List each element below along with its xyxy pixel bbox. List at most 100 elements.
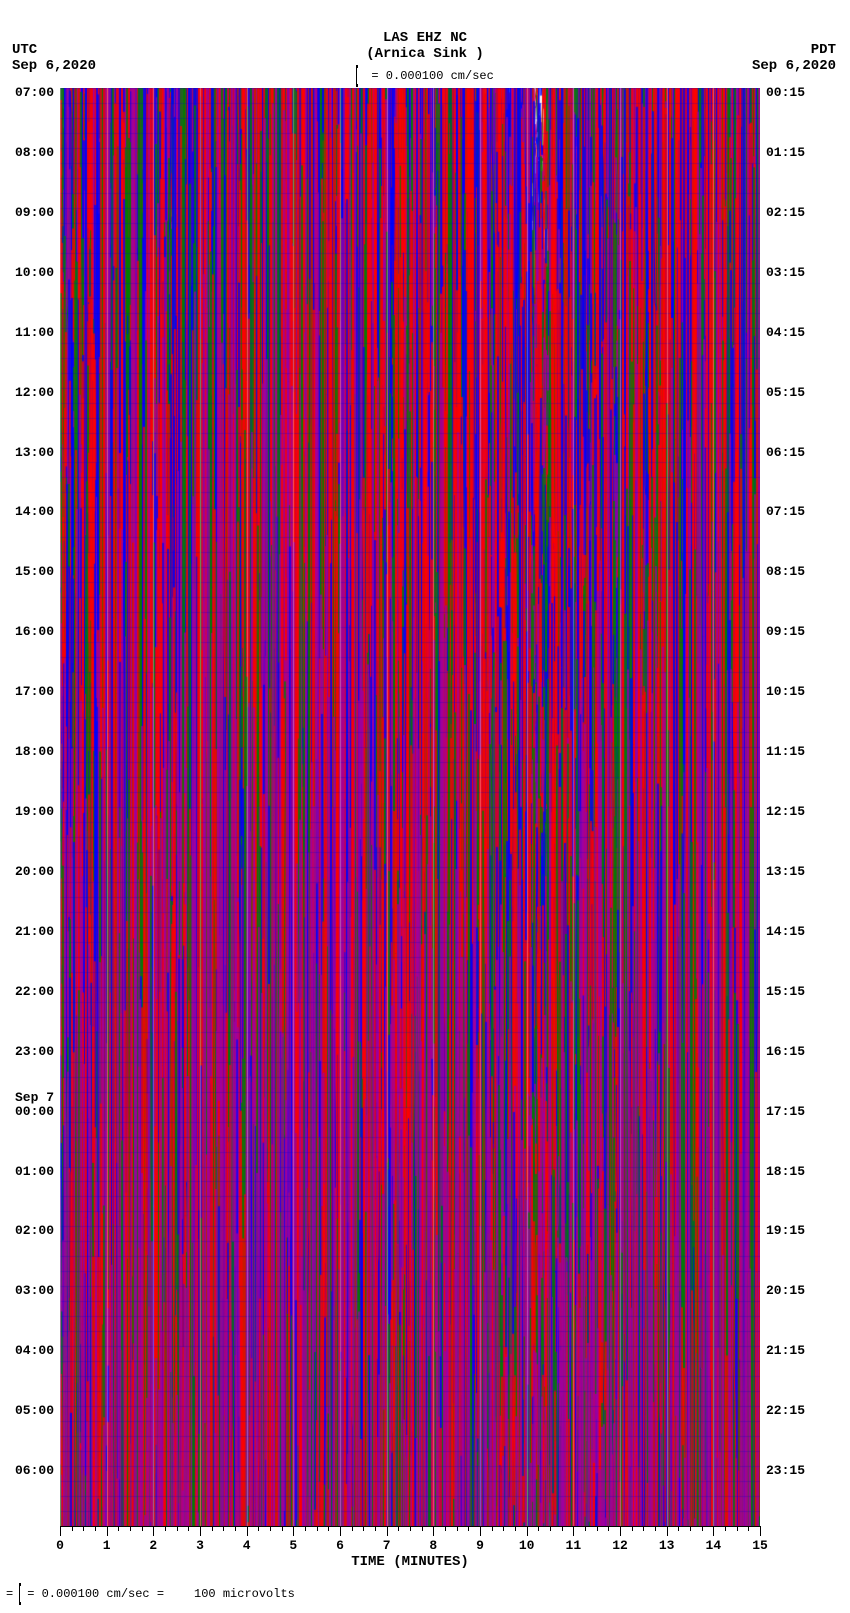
- pdt-row-label: 16:15: [766, 1045, 805, 1059]
- x-tick-minor: [748, 1526, 749, 1531]
- utc-row-label: 17:00: [15, 685, 54, 699]
- pdt-row-label: 03:15: [766, 266, 805, 280]
- x-tick-minor: [223, 1526, 224, 1531]
- scale-indicator: = 0.000100 cm/sec: [0, 65, 850, 87]
- x-tick-minor: [597, 1526, 598, 1531]
- x-tick-minor: [410, 1526, 411, 1531]
- pdt-row-label: 01:15: [766, 146, 805, 160]
- pdt-row-label: 15:15: [766, 985, 805, 999]
- utc-row-label: 19:00: [15, 805, 54, 819]
- pdt-row-label: 02:15: [766, 206, 805, 220]
- pdt-row-label: 05:15: [766, 386, 805, 400]
- x-tick-minor: [515, 1526, 516, 1531]
- x-tick-major: [247, 1526, 248, 1536]
- x-tick-minor: [72, 1526, 73, 1531]
- pdt-row-label: 21:15: [766, 1344, 805, 1358]
- utc-row-label: 13:00: [15, 446, 54, 460]
- utc-row-label: 11:00: [15, 326, 54, 340]
- helicorder-canvas: [60, 88, 760, 1526]
- x-tick-minor: [83, 1526, 84, 1531]
- x-tick-major: [60, 1526, 61, 1536]
- x-tick-minor: [550, 1526, 551, 1531]
- x-tick-minor: [632, 1526, 633, 1531]
- x-tick-minor: [270, 1526, 271, 1531]
- pdt-time-labels: 00:1501:1502:1503:1504:1505:1506:1507:15…: [762, 88, 842, 1526]
- x-tick-label: 13: [659, 1538, 675, 1553]
- x-tick-label: 6: [336, 1538, 344, 1553]
- x-tick-minor: [352, 1526, 353, 1531]
- utc-row-label: 16:00: [15, 625, 54, 639]
- x-tick-major: [620, 1526, 621, 1536]
- x-tick-minor: [702, 1526, 703, 1531]
- utc-row-label: 03:00: [15, 1284, 54, 1298]
- footer-scale: = = 0.000100 cm/sec = 100 microvolts: [6, 1583, 295, 1605]
- scale-text: = 0.000100 cm/sec: [371, 69, 493, 83]
- x-tick-label: 4: [243, 1538, 251, 1553]
- x-tick-minor: [643, 1526, 644, 1531]
- x-tick-minor: [177, 1526, 178, 1531]
- helicorder-plot: [60, 88, 760, 1526]
- pdt-row-label: 20:15: [766, 1284, 805, 1298]
- x-tick-major: [527, 1526, 528, 1536]
- x-tick-label: 5: [289, 1538, 297, 1553]
- x-tick-minor: [492, 1526, 493, 1531]
- x-tick-minor: [165, 1526, 166, 1531]
- footer-scale-bar-icon: [19, 1583, 21, 1605]
- x-tick-minor: [235, 1526, 236, 1531]
- x-tick-label: 3: [196, 1538, 204, 1553]
- x-tick-label: 10: [519, 1538, 535, 1553]
- x-tick-minor: [375, 1526, 376, 1531]
- utc-row-label: 09:00: [15, 206, 54, 220]
- utc-row-label: 20:00: [15, 865, 54, 879]
- x-tick-major: [200, 1526, 201, 1536]
- x-tick-minor: [212, 1526, 213, 1531]
- x-tick-label: 7: [383, 1538, 391, 1553]
- pdt-row-label: 06:15: [766, 446, 805, 460]
- x-tick-minor: [118, 1526, 119, 1531]
- utc-row-label: 22:00: [15, 985, 54, 999]
- x-axis-title: TIME (MINUTES): [60, 1554, 760, 1570]
- x-tick-label: 2: [149, 1538, 157, 1553]
- x-tick-major: [387, 1526, 388, 1536]
- utc-row-label: 23:00: [15, 1045, 54, 1059]
- pdt-row-label: 19:15: [766, 1224, 805, 1238]
- x-tick-minor: [142, 1526, 143, 1531]
- x-tick-minor: [655, 1526, 656, 1531]
- x-tick-minor: [678, 1526, 679, 1531]
- pdt-row-label: 12:15: [766, 805, 805, 819]
- x-tick-minor: [562, 1526, 563, 1531]
- x-tick-major: [573, 1526, 574, 1536]
- utc-row-label: 14:00: [15, 505, 54, 519]
- x-tick-minor: [608, 1526, 609, 1531]
- x-tick-minor: [282, 1526, 283, 1531]
- x-tick-minor: [538, 1526, 539, 1531]
- utc-row-label: 04:00: [15, 1344, 54, 1358]
- footer-text1: = 0.000100 cm/sec =: [27, 1587, 164, 1601]
- x-tick-minor: [422, 1526, 423, 1531]
- utc-row-label: 21:00: [15, 925, 54, 939]
- x-tick-minor: [305, 1526, 306, 1531]
- x-tick-label: 9: [476, 1538, 484, 1553]
- pdt-row-label: 09:15: [766, 625, 805, 639]
- x-tick-minor: [737, 1526, 738, 1531]
- pdt-row-label: 22:15: [766, 1404, 805, 1418]
- x-tick-label: 12: [612, 1538, 628, 1553]
- x-tick-major: [667, 1526, 668, 1536]
- utc-row-label: 07:00: [15, 86, 54, 100]
- footer-prefix: =: [6, 1587, 13, 1601]
- x-tick-minor: [398, 1526, 399, 1531]
- utc-row-label: 01:00: [15, 1165, 54, 1179]
- utc-row-label: 12:00: [15, 386, 54, 400]
- x-tick-label: 11: [566, 1538, 582, 1553]
- pdt-row-label: 23:15: [766, 1464, 805, 1478]
- x-tick-minor: [468, 1526, 469, 1531]
- x-tick-major: [293, 1526, 294, 1536]
- x-tick-label: 8: [429, 1538, 437, 1553]
- x-tick-minor: [445, 1526, 446, 1531]
- pdt-row-label: 17:15: [766, 1105, 805, 1119]
- utc-row-label: 00:00: [15, 1105, 54, 1119]
- x-tick-major: [107, 1526, 108, 1536]
- date-left: Sep 6,2020: [12, 58, 96, 74]
- utc-row-label: 08:00: [15, 146, 54, 160]
- x-tick-major: [713, 1526, 714, 1536]
